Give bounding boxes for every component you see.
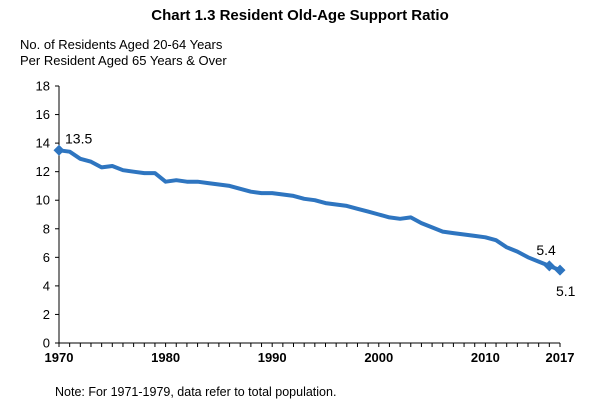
x-tick-label: 1970 [45, 350, 74, 365]
data-label: 13.5 [65, 130, 92, 146]
y-tick-label: 0 [43, 336, 50, 351]
y-tick-label: 14 [36, 136, 50, 151]
data-point-marker [554, 264, 566, 276]
axes [58, 86, 560, 344]
data-point-marker [53, 144, 65, 156]
footnote: Note: For 1971-1979, data refer to total… [55, 385, 336, 399]
y-axis-label-line-1: No. of Residents Aged 20-64 Years [20, 37, 223, 52]
data-label: 5.1 [556, 283, 576, 299]
y-ticks: 0 2 4 6 8 10 12 14 16 18 [36, 79, 59, 351]
series-line [57, 148, 562, 273]
data-labels: 13.5 5.4 5.1 [65, 130, 576, 299]
series-group [53, 144, 566, 276]
x-tick-label: 1980 [151, 350, 180, 365]
y-tick-label: 6 [43, 250, 50, 265]
y-tick-label: 12 [36, 164, 50, 179]
x-ticks: 1970 1980 1990 2000 2010 2017 [45, 343, 575, 365]
x-tick-label: 1990 [258, 350, 287, 365]
y-axis-label-line-2: Per Resident Aged 65 Years & Over [20, 53, 227, 68]
x-tick-label: 2010 [471, 350, 500, 365]
y-tick-label: 16 [36, 107, 50, 122]
x-tick-label: 2017 [546, 350, 575, 365]
y-tick-label: 8 [43, 221, 50, 236]
x-tick-label: 2000 [364, 350, 393, 365]
data-label: 5.4 [536, 242, 556, 258]
y-tick-label: 2 [43, 307, 50, 322]
data-point-marker [543, 260, 555, 272]
chart-title: Chart 1.3 Resident Old-Age Support Ratio [151, 7, 449, 24]
y-tick-label: 10 [36, 193, 50, 208]
y-tick-label: 4 [43, 278, 50, 293]
y-tick-label: 18 [36, 79, 50, 94]
